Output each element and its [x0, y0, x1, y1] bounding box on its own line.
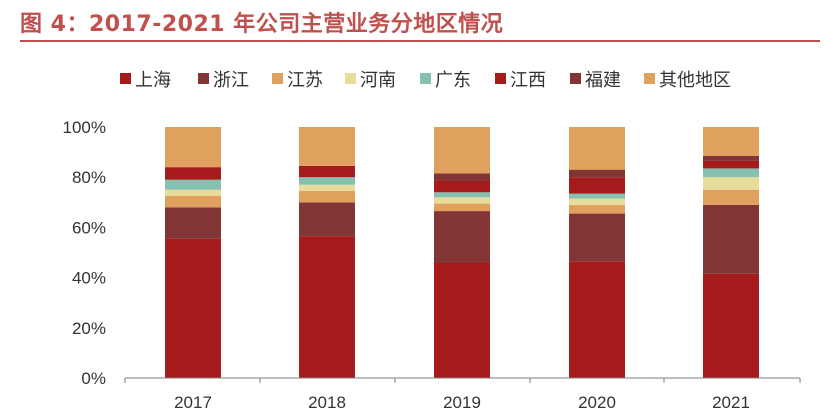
legend-item: 其他地区	[644, 70, 731, 91]
bar-segment	[434, 192, 490, 198]
legend-swatch	[420, 73, 431, 84]
bar-segment	[703, 204, 759, 274]
legend-swatch	[120, 73, 131, 84]
bar-segment	[703, 273, 759, 378]
legend-label: 河南	[360, 70, 396, 91]
legend-item: 广东	[420, 70, 471, 91]
x-tick-label: 2021	[712, 393, 750, 412]
legend-label: 福建	[585, 70, 621, 91]
bar-segment	[569, 204, 625, 214]
bar-segment	[434, 197, 490, 204]
bar-segment	[299, 177, 355, 185]
bar-segment	[569, 198, 625, 205]
bar-segment	[569, 261, 625, 378]
legend-swatch	[495, 73, 506, 84]
y-tick-label: 40%	[72, 269, 106, 288]
legend-item: 浙江	[198, 70, 249, 91]
bar-stack-2019	[434, 127, 490, 378]
bar-stack-2018	[299, 127, 355, 378]
x-tick-label: 2019	[443, 393, 481, 412]
legend-item: 河南	[345, 70, 396, 91]
chart-title-bar: 图 4：2017-2021 年公司主营业务分地区情况	[20, 6, 820, 40]
bar-segment	[434, 173, 490, 181]
x-tick-label: 2017	[174, 393, 212, 412]
y-tick-label: 60%	[72, 218, 106, 237]
bar-segment	[703, 189, 759, 205]
legend-swatch	[570, 73, 581, 84]
chart-title: 图 4：2017-2021 年公司主营业务分地区情况	[20, 12, 504, 37]
legend-item: 上海	[120, 70, 171, 91]
legend-label: 江西	[510, 70, 546, 91]
bar-segment	[299, 191, 355, 203]
bar-segment	[569, 213, 625, 262]
bar-segment	[165, 127, 221, 168]
bar-segment	[434, 211, 490, 263]
legend-swatch	[345, 73, 356, 84]
y-tick-label: 20%	[72, 319, 106, 338]
bar-segment	[165, 189, 221, 197]
legend-swatch	[272, 73, 283, 84]
bar-segment	[569, 169, 625, 178]
title-underline	[20, 40, 820, 42]
bar-segment	[299, 236, 355, 378]
bar-segment	[299, 184, 355, 192]
bar-segment	[703, 177, 759, 190]
legend-swatch	[644, 73, 655, 84]
y-tick-label: 80%	[72, 168, 106, 187]
y-tick-label: 100%	[63, 118, 106, 137]
legend-item: 江苏	[272, 70, 323, 91]
bar-segment	[569, 177, 625, 194]
legend-item: 福建	[570, 70, 621, 91]
legend-swatch	[198, 73, 209, 84]
legend-label: 其他地区	[659, 70, 731, 91]
legend-item: 江西	[495, 70, 546, 91]
bar-segment	[434, 180, 490, 193]
bar-stack-2020	[569, 127, 625, 378]
bar-segment	[299, 165, 355, 178]
bar-segment	[165, 207, 221, 239]
bar-stack-2017	[165, 127, 221, 378]
bar-segment	[569, 127, 625, 170]
legend-label: 江苏	[287, 70, 323, 91]
bar-segment	[434, 262, 490, 378]
bar-segment	[703, 168, 759, 178]
bar-segment	[299, 127, 355, 166]
legend-label: 浙江	[213, 70, 249, 91]
bar-segment	[703, 127, 759, 156]
bar-segment	[165, 196, 221, 208]
bar-segment	[434, 127, 490, 174]
bar-segment	[703, 160, 759, 169]
x-tick-label: 2020	[578, 393, 616, 412]
x-tick-label: 2018	[308, 393, 346, 412]
bar-segment	[299, 202, 355, 237]
bar-segment	[165, 167, 221, 180]
legend-label: 上海	[135, 70, 171, 91]
legend-label: 广东	[435, 70, 471, 91]
y-tick-label: 0%	[81, 369, 106, 388]
bar-segment	[569, 193, 625, 199]
bar-stack-2021	[703, 127, 759, 378]
bar-segment	[165, 179, 221, 190]
bar-segment	[165, 238, 221, 378]
bar-segment	[434, 203, 490, 212]
bar-segment	[703, 155, 759, 161]
